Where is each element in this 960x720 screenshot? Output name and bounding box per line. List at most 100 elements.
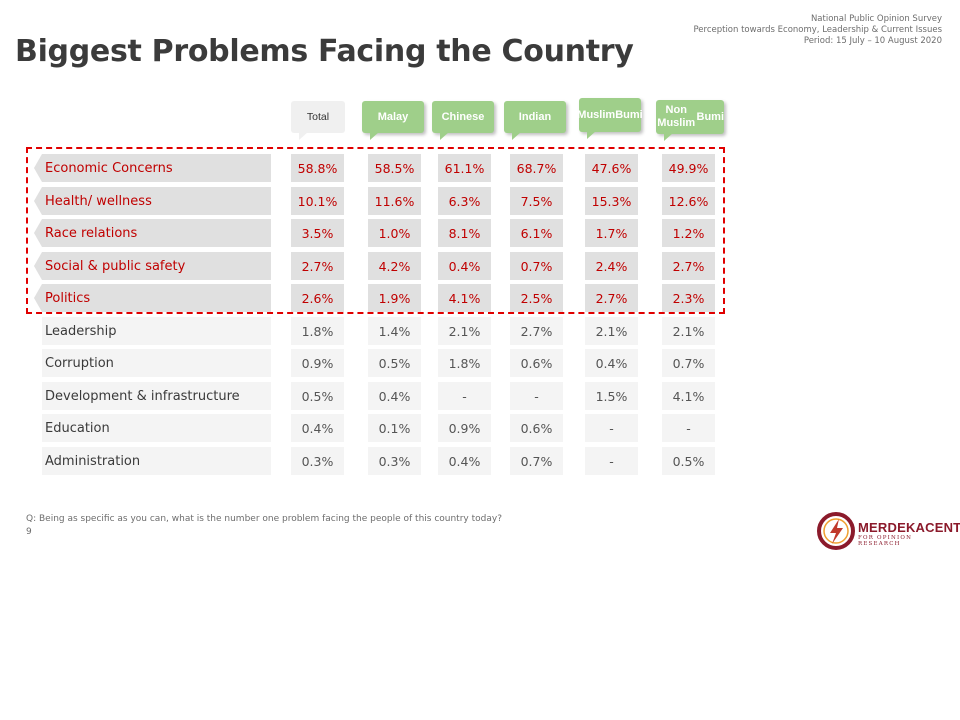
row-label: Politics (42, 284, 271, 312)
survey-line: National Public Opinion Survey (810, 14, 942, 24)
table-cell: 0.6% (510, 349, 563, 377)
table-cell: 2.5% (510, 284, 563, 312)
column-header-line: Malay (377, 110, 409, 123)
table-cell: 0.4% (438, 447, 491, 475)
page-number: 9 (26, 527, 32, 537)
column-header: Total (291, 101, 345, 140)
column-header: Malay (362, 101, 424, 140)
column-header-line: Chinese (441, 110, 485, 123)
row-label: Administration (42, 447, 271, 475)
table-cell: 2.3% (662, 284, 715, 312)
table-cell: 2.7% (291, 252, 344, 280)
row-marker (34, 252, 42, 280)
table-cell: 1.0% (368, 219, 421, 247)
table-cell: 47.6% (585, 154, 638, 182)
table-cell: 2.6% (291, 284, 344, 312)
table-cell: 58.8% (291, 154, 344, 182)
table-cell: 0.5% (368, 349, 421, 377)
table-cell: 0.7% (662, 349, 715, 377)
table-cell: 49.9% (662, 154, 715, 182)
table-cell: 1.7% (585, 219, 638, 247)
table-cell: 0.4% (368, 382, 421, 410)
survey-question: Q: Being as specific as you can, what is… (26, 514, 502, 524)
table-cell: 0.3% (368, 447, 421, 475)
table-cell: 0.4% (585, 349, 638, 377)
table-cell: 1.4% (368, 317, 421, 345)
row-label: Economic Concerns (42, 154, 271, 182)
table-cell: 1.9% (368, 284, 421, 312)
logo-subtitle: FOR OPINION RESEARCH (858, 535, 913, 547)
table-cell: 2.7% (585, 284, 638, 312)
table-cell: 1.8% (291, 317, 344, 345)
table-cell: 0.3% (291, 447, 344, 475)
column-header: Muslim Bumi (577, 98, 643, 139)
column-header-line: Total (306, 110, 330, 123)
table-cell: 1.8% (438, 349, 491, 377)
table-cell: 2.7% (662, 252, 715, 280)
table-cell: 6.1% (510, 219, 563, 247)
table-cell: - (662, 414, 715, 442)
survey-line: Period: 15 July – 10 August 2020 (803, 36, 942, 46)
table-cell: 68.7% (510, 154, 563, 182)
table-cell: 7.5% (510, 187, 563, 215)
table-cell: 0.9% (291, 349, 344, 377)
table-cell: 11.6% (368, 187, 421, 215)
table-cell: 2.7% (510, 317, 563, 345)
row-marker (34, 219, 42, 247)
table-cell: 0.6% (510, 414, 563, 442)
table-cell: 15.3% (585, 187, 638, 215)
table-cell: 2.1% (662, 317, 715, 345)
highlight-box (26, 147, 725, 314)
table-cell: - (438, 382, 491, 410)
column-header-line: Non Muslim (657, 104, 696, 129)
table-cell: 58.5% (368, 154, 421, 182)
table-cell: 6.3% (438, 187, 491, 215)
row-label: Corruption (42, 349, 271, 377)
table-cell: 3.5% (291, 219, 344, 247)
table-cell: 1.5% (585, 382, 638, 410)
survey-info: National Public Opinion Survey Perceptio… (693, 14, 942, 47)
table-cell: 0.5% (662, 447, 715, 475)
table-cell: 0.5% (291, 382, 344, 410)
row-label: Health/ wellness (42, 187, 271, 215)
table-cell: 4.1% (438, 284, 491, 312)
column-header-line: Bumi (696, 110, 725, 123)
table-cell: 2.1% (438, 317, 491, 345)
table-cell: 0.4% (291, 414, 344, 442)
column-header: Indian (504, 101, 566, 140)
row-marker (34, 154, 42, 182)
row-label: Leadership (42, 317, 271, 345)
column-header-line: Indian (518, 110, 552, 123)
logo-name: MERDEKACENTER (858, 520, 960, 535)
lightning-bolt-icon (817, 512, 855, 550)
column-header: Non Muslim Bumi (656, 100, 725, 141)
row-label: Race relations (42, 219, 271, 247)
table-cell: 0.7% (510, 447, 563, 475)
table-cell: 0.9% (438, 414, 491, 442)
table-cell: - (585, 447, 638, 475)
table-cell: 4.2% (368, 252, 421, 280)
merdeka-center-logo: MERDEKACENTER FOR OPINION RESEARCH (816, 511, 960, 551)
table-cell: 2.1% (585, 317, 638, 345)
row-marker (34, 284, 42, 312)
page-title: Biggest Problems Facing the Country (15, 34, 634, 69)
table-cell: 0.7% (510, 252, 563, 280)
table-cell: 2.4% (585, 252, 638, 280)
column-header: Chinese (432, 101, 494, 140)
survey-line: Perception towards Economy, Leadership &… (693, 25, 942, 35)
column-header-line: Muslim (577, 108, 616, 121)
row-label: Social & public safety (42, 252, 271, 280)
table-cell: 0.4% (438, 252, 491, 280)
row-marker (34, 187, 42, 215)
table-cell: 12.6% (662, 187, 715, 215)
table-cell: 61.1% (438, 154, 491, 182)
row-label: Education (42, 414, 271, 442)
column-header-line: Bumi (615, 108, 643, 121)
table-cell: - (585, 414, 638, 442)
table-cell: 1.2% (662, 219, 715, 247)
table-cell: 10.1% (291, 187, 344, 215)
table-cell: 4.1% (662, 382, 715, 410)
table-cell: 8.1% (438, 219, 491, 247)
table-cell: - (510, 382, 563, 410)
row-label: Development & infrastructure (42, 382, 271, 410)
